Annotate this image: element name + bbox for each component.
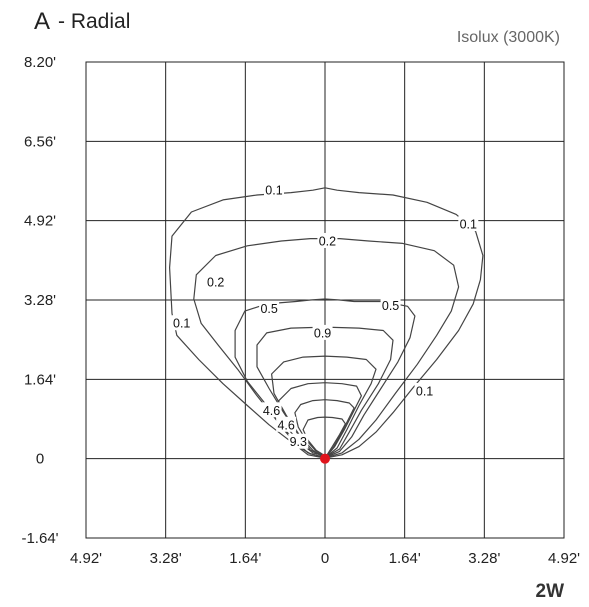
y-tick-label: -1.64' [21,530,58,547]
contour-label: 0.5 [260,302,277,316]
x-tick-label: 0 [321,550,329,567]
contour-label: 0.2 [207,276,224,290]
contour-label: 0.1 [460,218,477,232]
y-tick-label: 3.28' [24,292,56,309]
contour-label-background [380,297,401,313]
chart-title: - Radial [58,10,130,33]
contour-label-background [312,324,333,340]
y-tick-label: 0 [36,451,44,468]
contour-label-background [317,232,338,248]
y-tick-label: 4.92' [24,213,56,230]
isolux-curve [169,187,484,459]
y-tick-label: 1.64' [24,371,56,388]
x-tick-label: 4.92' [548,550,580,567]
contour-label: 4.6 [263,404,280,418]
contour-label: 0.5 [382,299,399,313]
isolux-curve [193,238,460,458]
wattage-label: 2W [536,581,565,602]
isolux-contours [169,187,484,459]
x-tick-label: 3.28' [150,550,182,567]
contour-label-background [261,402,282,418]
light-source-marker [320,453,330,464]
contour-label-background [205,274,226,290]
chart-title-letter: A [34,8,50,35]
isolux-curve [271,355,377,457]
contour-label-background [414,382,435,398]
contour-label-background [276,416,297,432]
contour-label: 0.1 [416,384,433,398]
y-tick-label: 6.56' [24,133,56,150]
y-tick-label: 8.20' [24,54,56,71]
contour-label: 0.2 [319,234,336,248]
contour-label: 0.1 [173,317,190,331]
contour-label-background [288,433,309,449]
contour-label: 9.3 [290,435,307,449]
contour-labels: 0.1 0.1 0.1 0.1 0.2 0.2 0.5 0.5 0.9 4.64.6 9.3 [171,182,479,449]
x-tick-label: 1.64' [229,550,261,567]
contour-label: 4.6 [277,418,294,432]
contour-label-background [171,315,192,331]
grid [85,61,565,539]
x-tick-label: 3.28' [468,550,500,567]
chart-subtitle: Isolux (3000K) [457,29,560,46]
contour-label-background [259,300,280,316]
x-tick-label: 1.64' [389,550,421,567]
contour-label: 0.9 [314,326,331,340]
contour-label: 0.1 [265,184,282,198]
x-tick-label: 4.92' [70,550,102,567]
contour-label-background [458,216,479,232]
axis-ticks: 4.92' 3.28' 1.64' 0 1.64' 3.28' 4.92' 8.20' 6.56… [21,54,580,567]
contour-label-background [263,182,284,198]
